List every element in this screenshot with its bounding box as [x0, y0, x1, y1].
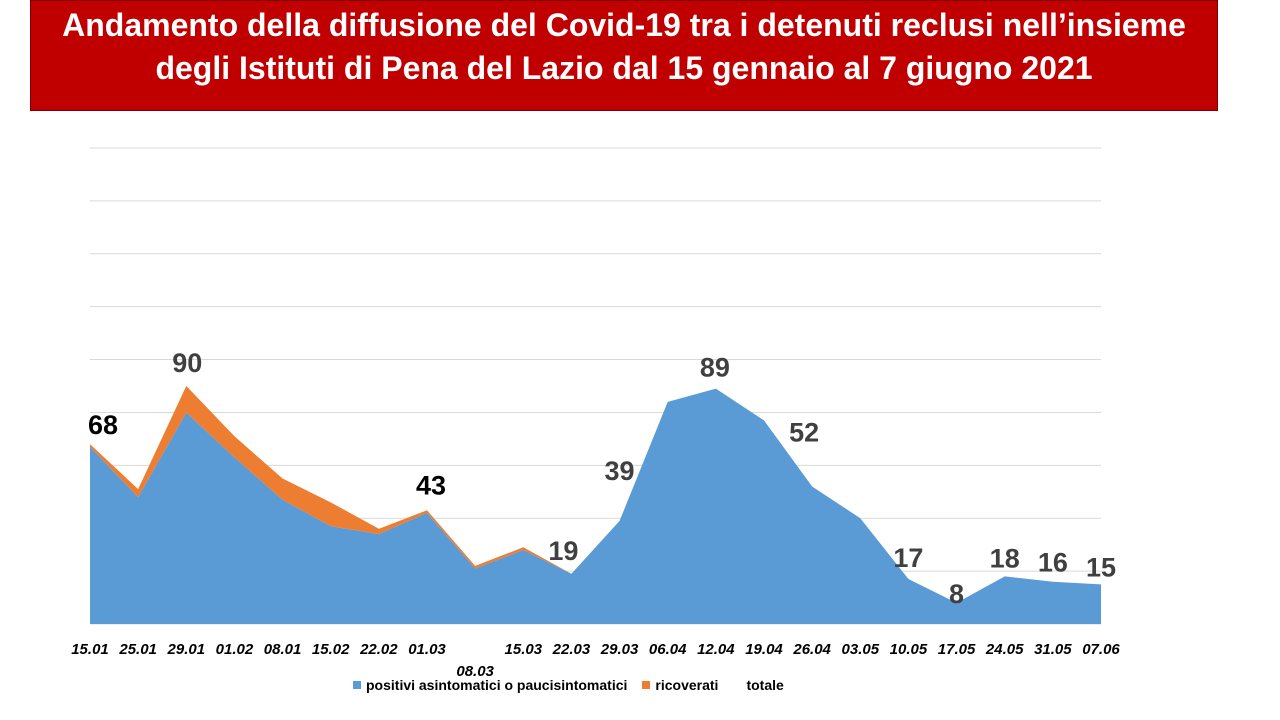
legend-marker-totale	[733, 681, 741, 689]
data-label: 18	[990, 543, 1020, 573]
x-tick-label: 29.03	[600, 641, 639, 658]
chart-legend: positivi asintomatici o paucisintomatici…	[353, 677, 799, 693]
data-label: 52	[789, 417, 819, 447]
x-tick-label: 07.06	[1082, 641, 1120, 658]
x-tick-label: 03.05	[842, 641, 880, 658]
legend-label-totale: totale	[746, 677, 784, 693]
x-tick-label: 15.03	[505, 641, 543, 658]
x-tick-label: 15.02	[312, 641, 350, 658]
x-tick-label: 25.01	[118, 641, 157, 658]
x-tick-label: 10.05	[890, 641, 928, 658]
x-tick-label: 08.01	[264, 641, 302, 658]
legend-marker-ricoverati	[642, 681, 651, 689]
x-tick-label: 01.02	[216, 641, 254, 658]
data-label: 8	[949, 579, 964, 609]
x-tick-label: 06.04	[649, 641, 687, 658]
legend-label-ricoverati: ricoverati	[655, 677, 719, 693]
legend-item-ricoverati: ricoverati	[642, 677, 718, 693]
data-label: 15	[1086, 552, 1116, 582]
x-tick-label: 01.03	[408, 641, 446, 658]
data-label: 17	[893, 543, 923, 573]
x-tick-label: 24.05	[985, 641, 1024, 658]
data-label: 43	[416, 470, 446, 500]
x-tick-label: 15.01	[71, 641, 109, 658]
title-banner: Andamento della diffusione del Covid-19 …	[30, 0, 1218, 111]
x-tick-label: 12.04	[697, 641, 735, 658]
title-line-1: Andamento della diffusione del Covid-19 …	[62, 7, 1186, 43]
x-tick-label: 22.03	[552, 641, 591, 658]
x-tick-label: 26.04	[792, 641, 831, 658]
positivi-area	[90, 388, 1101, 624]
legend-label-positivi: positivi asintomatici o paucisintomatici	[366, 677, 628, 693]
x-tick-label: 08.03	[456, 663, 494, 680]
legend-item-positivi: positivi asintomatici o paucisintomatici	[353, 677, 627, 693]
x-tick-label: 22.02	[359, 641, 398, 658]
title-line-2: degli Istituti di Pena del Lazio dal 15 …	[155, 50, 1093, 86]
x-tick-label: 19.04	[745, 641, 783, 658]
data-label: 16	[1038, 548, 1068, 578]
data-label: 19	[548, 536, 578, 566]
data-label: 90	[172, 348, 202, 378]
x-tick-label: 29.01	[167, 641, 206, 658]
data-label: 39	[605, 456, 635, 486]
x-tick-label: 17.05	[938, 641, 976, 658]
x-tick-label: 31.05	[1034, 641, 1072, 658]
data-label: 89	[700, 353, 730, 383]
data-label: 68	[88, 410, 118, 440]
legend-marker-positivi	[353, 681, 361, 689]
ricoverati-area	[90, 386, 1101, 603]
legend-item-totale: totale	[733, 677, 783, 693]
